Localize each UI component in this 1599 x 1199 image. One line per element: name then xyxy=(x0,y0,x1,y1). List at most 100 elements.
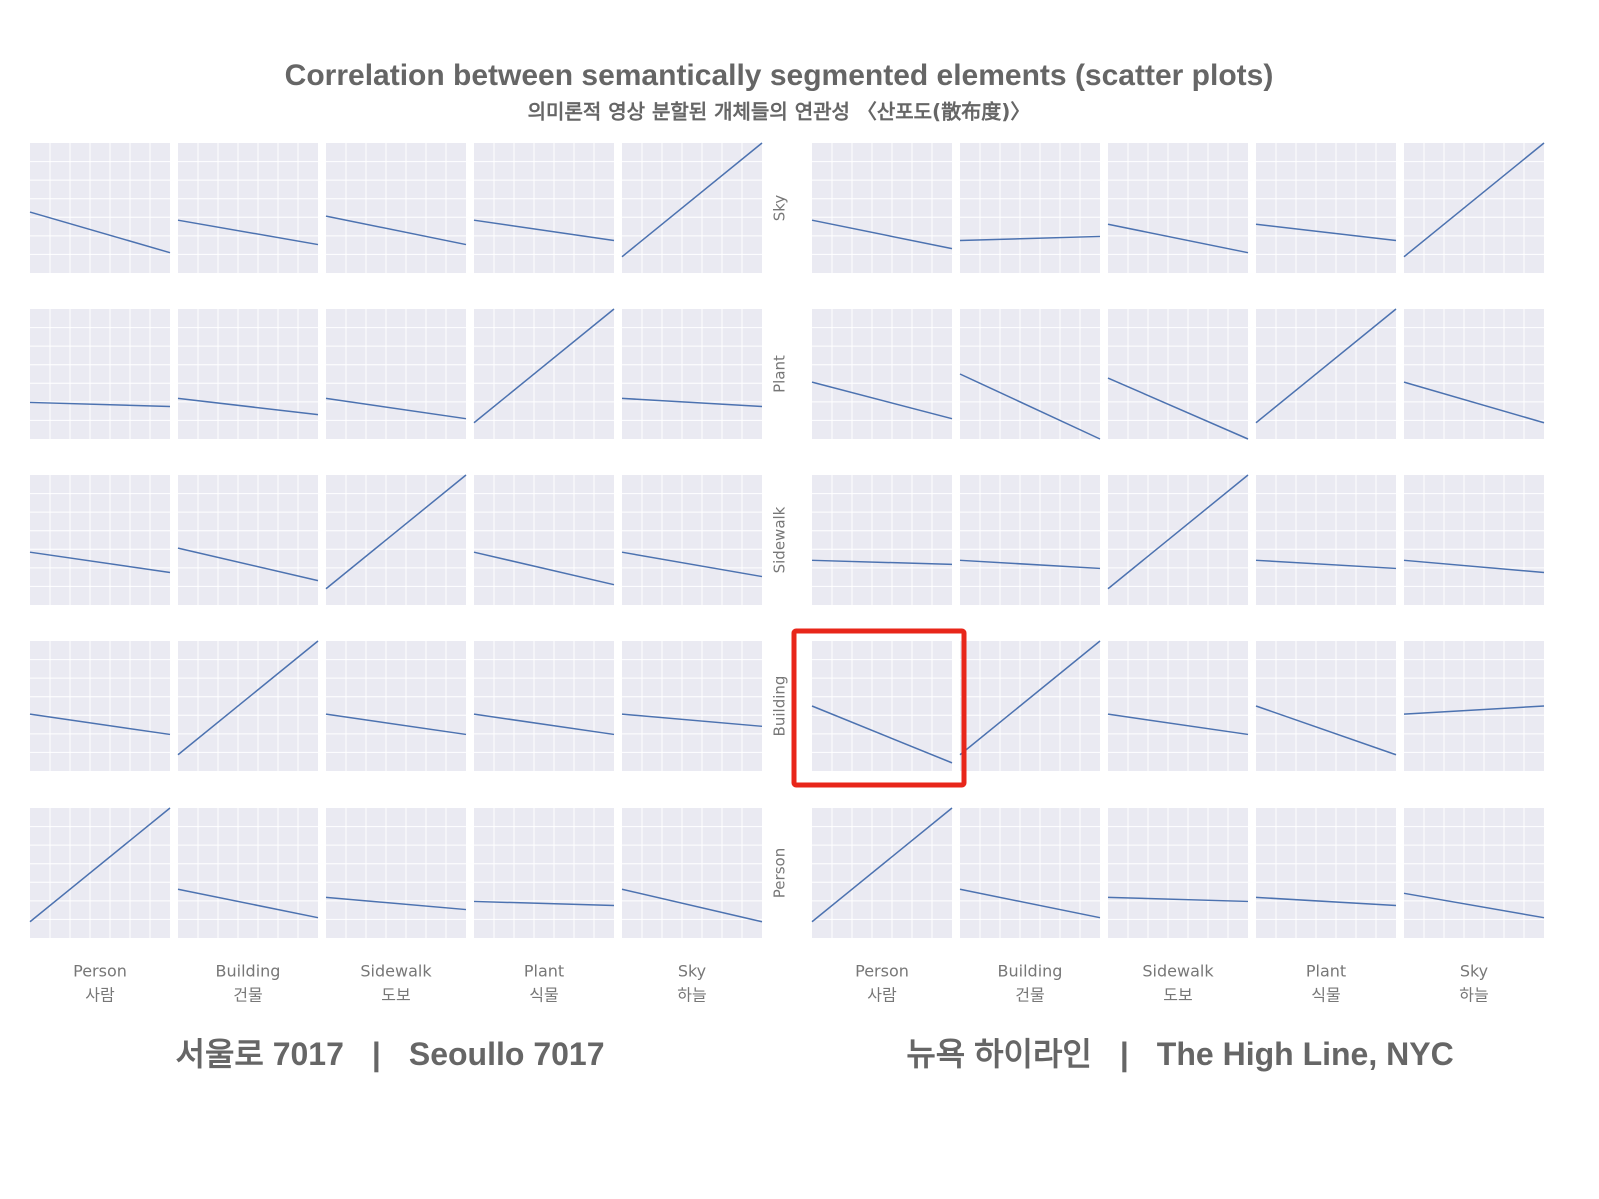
fit-line xyxy=(473,308,615,424)
panel xyxy=(1404,143,1544,273)
panel xyxy=(812,143,952,273)
panel xyxy=(1108,808,1248,938)
panel xyxy=(960,309,1100,439)
column-label-ko: 하늘 xyxy=(1459,986,1488,1005)
panel xyxy=(178,475,318,605)
column-label-ko: 식물 xyxy=(529,986,558,1005)
fit-line xyxy=(811,705,953,764)
fit-line xyxy=(1107,896,1249,903)
column-label: Sidewalk xyxy=(1142,962,1214,981)
fit-line xyxy=(959,235,1101,242)
fit-line xyxy=(1403,705,1545,715)
fit-line xyxy=(1107,474,1249,590)
column-label: Plant xyxy=(524,962,564,981)
fit-line xyxy=(325,896,467,911)
column-label: Person xyxy=(855,962,909,981)
fit-line xyxy=(1107,223,1249,254)
panel xyxy=(178,143,318,273)
fit-line xyxy=(29,807,171,923)
caption-separator: | xyxy=(1120,1036,1129,1072)
fit-line xyxy=(177,547,319,582)
column-label-ko: 식물 xyxy=(1311,986,1340,1005)
column-label-ko: 건물 xyxy=(233,986,262,1005)
fit-line xyxy=(811,807,953,923)
panel xyxy=(622,641,762,771)
panel xyxy=(326,808,466,938)
panel xyxy=(1404,641,1544,771)
panel xyxy=(1404,808,1544,938)
fit-line xyxy=(29,211,171,254)
panel xyxy=(960,641,1100,771)
panel xyxy=(1108,641,1248,771)
fit-line xyxy=(177,397,319,416)
panel xyxy=(960,143,1100,273)
column-label-ko: 사람 xyxy=(85,986,115,1005)
panel xyxy=(30,475,170,605)
fit-line xyxy=(1107,713,1249,736)
fit-line xyxy=(29,551,171,574)
title: Correlation between semantically segment… xyxy=(285,59,1274,92)
panel xyxy=(1256,475,1396,605)
column-label-ko: 건물 xyxy=(1015,986,1044,1005)
fit-line xyxy=(1107,377,1249,440)
panel xyxy=(30,808,170,938)
panel xyxy=(178,641,318,771)
panel xyxy=(326,143,466,273)
fit-line xyxy=(1255,559,1397,570)
panel xyxy=(1108,475,1248,605)
row-label: Building xyxy=(771,676,789,737)
column-label: Sky xyxy=(1460,962,1488,981)
panel xyxy=(812,641,952,771)
panel xyxy=(474,808,614,938)
caption: 뉴욕 하이라인 | The High Line, NYC xyxy=(906,1036,1453,1072)
column-label: Building xyxy=(998,962,1063,981)
fit-line xyxy=(1255,223,1397,242)
panel xyxy=(326,309,466,439)
fit-line xyxy=(325,713,467,736)
fit-line xyxy=(621,713,763,728)
highlight-box xyxy=(791,628,967,788)
fit-line xyxy=(959,559,1101,570)
subtitle: 의미론적 영상 분할된 개체들의 연관성 〈산포도(散布度)〉 xyxy=(528,100,1031,124)
caption-en: Seoullo 7017 xyxy=(409,1036,605,1072)
column-label-ko: 도보 xyxy=(381,986,410,1005)
matrices: Person 사람 Building 건물 Sidewalk 도보 Plant 식물 Sky 하늘… xyxy=(29,142,1545,1072)
panel xyxy=(1256,309,1396,439)
fit-line xyxy=(177,640,319,756)
fit-line xyxy=(473,900,615,907)
fit-line xyxy=(811,559,953,566)
panel xyxy=(474,309,614,439)
column-label: Plant xyxy=(1306,962,1346,981)
fit-line xyxy=(177,219,319,246)
fit-line xyxy=(29,401,171,408)
panel xyxy=(326,641,466,771)
row-label: Sky xyxy=(771,195,789,222)
caption-separator: | xyxy=(372,1036,381,1072)
fit-line xyxy=(959,640,1101,756)
fit-line xyxy=(473,551,615,586)
panel xyxy=(474,641,614,771)
panel xyxy=(474,143,614,273)
fit-line xyxy=(1255,896,1397,907)
fit-line xyxy=(621,397,763,408)
fit-line xyxy=(325,397,467,420)
panel xyxy=(812,309,952,439)
fit-line xyxy=(621,551,763,578)
panel xyxy=(622,143,762,273)
panel xyxy=(812,808,952,938)
fit-line xyxy=(1255,308,1397,424)
panel xyxy=(960,808,1100,938)
column-label-ko: 사람 xyxy=(867,986,897,1005)
panel xyxy=(1256,143,1396,273)
panel xyxy=(30,143,170,273)
panel xyxy=(622,309,762,439)
panel xyxy=(1404,309,1544,439)
fit-line xyxy=(1403,559,1545,574)
fit-line xyxy=(959,888,1101,919)
row-label: Person xyxy=(771,848,789,898)
panel xyxy=(622,808,762,938)
fit-line xyxy=(811,381,953,420)
fit-line xyxy=(473,713,615,736)
column-label: Person xyxy=(73,962,127,981)
